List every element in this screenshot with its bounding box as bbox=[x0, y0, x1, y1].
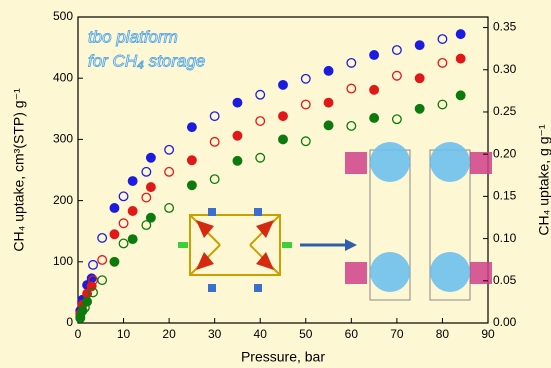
y2-tick-label: 0.25 bbox=[493, 104, 517, 118]
y-tick-label: 200 bbox=[53, 193, 73, 207]
y-tick-label: 500 bbox=[53, 9, 73, 23]
chart: tbo platform for CH₄ storage Pressure, b… bbox=[0, 0, 551, 368]
y-tick-label: 300 bbox=[53, 132, 73, 146]
point bbox=[456, 54, 465, 63]
x-tick-label: 50 bbox=[299, 327, 313, 341]
x-tick-label: 10 bbox=[117, 327, 131, 341]
y2-tick-label: 0.05 bbox=[493, 273, 517, 287]
point bbox=[415, 105, 424, 114]
y2-tick-label: 0.30 bbox=[493, 62, 517, 76]
x-tick-label: 70 bbox=[390, 327, 404, 341]
x-tick-label: 20 bbox=[162, 327, 176, 341]
point bbox=[147, 153, 156, 162]
point bbox=[233, 157, 242, 166]
point bbox=[415, 41, 424, 50]
point bbox=[279, 112, 288, 121]
annotation: for CH₄ storage bbox=[88, 51, 205, 70]
y2-tick-label: 0.00 bbox=[493, 315, 517, 329]
y-tick-label: 100 bbox=[53, 254, 73, 268]
page: tbo platform for CH₄ storage Pressure, b… bbox=[0, 0, 551, 368]
point bbox=[188, 181, 197, 190]
point bbox=[110, 204, 119, 213]
point bbox=[456, 91, 465, 100]
annotation: tbo platform bbox=[88, 27, 178, 46]
point bbox=[415, 74, 424, 83]
point bbox=[324, 121, 333, 130]
point bbox=[324, 67, 333, 76]
point bbox=[279, 135, 288, 144]
point bbox=[128, 177, 137, 186]
point bbox=[188, 156, 197, 165]
point bbox=[279, 81, 288, 90]
point bbox=[324, 98, 333, 107]
point bbox=[188, 123, 197, 132]
point bbox=[110, 258, 119, 267]
x-tick-label: 80 bbox=[436, 327, 450, 341]
point bbox=[128, 207, 137, 216]
point bbox=[456, 30, 465, 39]
x-tick-label: 60 bbox=[345, 327, 359, 341]
point bbox=[87, 282, 96, 291]
x-tick-label: 0 bbox=[75, 327, 82, 341]
x-axis-label: Pressure, bar bbox=[241, 349, 325, 365]
point bbox=[147, 183, 156, 192]
y2-tick-label: 0.20 bbox=[493, 146, 517, 160]
y-tick-label: 400 bbox=[53, 70, 73, 84]
y-tick-label: 0 bbox=[66, 315, 73, 329]
x-tick-label: 90 bbox=[481, 327, 495, 341]
point bbox=[233, 98, 242, 107]
point bbox=[233, 131, 242, 140]
point bbox=[370, 86, 379, 95]
point bbox=[110, 230, 119, 239]
y-axis-label: CH₄ uptake, cm³(STP) g⁻¹ bbox=[11, 88, 27, 252]
y2-axis-label: CH₄ uptake, g g⁻¹ bbox=[536, 124, 551, 235]
point bbox=[370, 51, 379, 60]
x-tick-label: 30 bbox=[208, 327, 222, 341]
point bbox=[128, 235, 137, 244]
y2-tick-label: 0.10 bbox=[493, 231, 517, 245]
x-tick-label: 40 bbox=[254, 327, 268, 341]
y2-tick-label: 0.35 bbox=[493, 20, 517, 34]
point bbox=[370, 114, 379, 123]
y2-tick-label: 0.15 bbox=[493, 189, 517, 203]
